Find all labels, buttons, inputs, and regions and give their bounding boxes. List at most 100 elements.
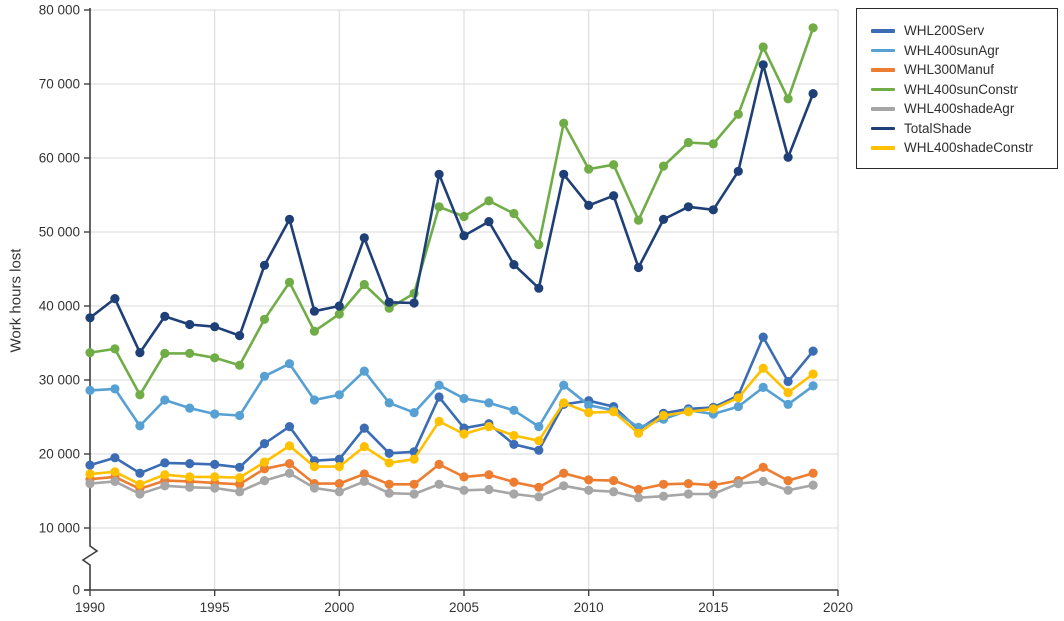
data-point-WHL200Serv [160,458,170,468]
data-point-WHL400sunAgr [584,400,594,410]
data-point-WHL400sunAgr [559,380,569,390]
data-point-WHL400shadeConstr [359,442,369,452]
data-point-WHL400sunConstr [210,353,220,363]
data-point-WHL400shadeAgr [584,485,594,495]
data-point-WHL400shadeAgr [309,483,319,493]
data-point-WHL400sunAgr [733,402,743,412]
data-point-WHL200Serv [259,439,270,449]
data-point-WHL300Manuf [808,468,818,478]
data-point-TotalShade [733,166,743,176]
data-point-TotalShade [85,313,95,323]
data-point-WHL400shadeAgr [135,489,145,499]
legend-item-WHL400sunAgr: WHL400sunAgr [871,41,1047,61]
data-point-WHL400shadeAgr [783,485,793,495]
data-point-WHL400shadeAgr [459,485,469,495]
data-point-WHL400shadeConstr [160,470,170,480]
data-point-WHL200Serv [135,468,145,478]
series-line-WHL400sunConstr [89,27,815,397]
data-point-WHL400sunConstr [783,94,793,104]
data-point-WHL400shadeConstr [434,416,444,426]
data-point-WHL400sunAgr [334,390,344,400]
data-point-WHL400sunConstr [584,164,594,174]
data-point-WHL400shadeConstr [185,472,195,482]
data-point-WHL400sunAgr [185,403,195,413]
legend-line-sample [871,146,895,150]
data-point-WHL400sunConstr [235,360,245,370]
data-point-WHL400shadeConstr [584,408,594,418]
data-point-TotalShade [783,152,793,162]
legend-line-sample [871,29,895,33]
data-point-TotalShade [658,214,669,224]
legend-label: TotalShade [904,120,972,136]
data-point-WHL400sunConstr [110,344,120,354]
legend-item-TotalShade: TotalShade [871,119,1047,139]
data-point-WHL400shadeAgr [110,476,120,486]
data-point-TotalShade [633,262,644,273]
data-point-WHL300Manuf [609,476,619,486]
legend-label: WHL300Manuf [904,62,995,78]
x-tick-label: 2010 [574,600,604,615]
y-tick-label: 30 000 [39,373,80,388]
data-point-TotalShade [584,200,594,210]
data-point-WHL400shadeConstr [534,436,544,446]
data-point-WHL400sunAgr [409,408,419,418]
data-point-WHL400sunConstr [434,202,444,212]
data-point-WHL400sunAgr [110,384,120,394]
data-point-WHL400sunConstr [808,23,818,33]
data-point-WHL400sunConstr [758,42,768,52]
x-tick-label: 2000 [324,600,354,615]
data-point-WHL400sunConstr [683,137,694,148]
legend-label: WHL400sunConstr [904,81,1019,97]
data-point-WHL400shadeAgr [284,468,295,478]
data-point-WHL400shadeAgr [733,479,743,489]
data-point-WHL400shadeAgr [609,487,619,497]
data-point-WHL400sunConstr [459,211,469,222]
data-point-TotalShade [434,169,444,179]
data-point-WHL400sunAgr [160,395,170,405]
data-point-WHL400shadeConstr [384,458,394,468]
data-point-TotalShade [309,306,319,316]
data-point-WHL400shadeAgr [633,493,644,503]
data-point-WHL400shadeConstr [658,410,669,421]
data-point-WHL200Serv [384,448,394,458]
data-point-TotalShade [110,294,120,304]
data-point-TotalShade [708,205,718,215]
data-point-WHL200Serv [210,459,220,469]
x-tick-label: 2020 [823,600,853,615]
data-point-WHL400shadeAgr [85,479,95,489]
data-point-WHL400sunAgr [85,385,95,395]
data-point-WHL400sunConstr [185,348,195,358]
data-point-WHL400shadeAgr [359,476,369,486]
data-point-WHL400shadeConstr [559,398,569,408]
legend: WHL200Serv WHL400sunAgr WHL300Manuf WHL400s… [856,8,1058,169]
data-point-TotalShade [534,283,544,293]
series-line-WHL400sunAgr [89,362,814,429]
data-point-TotalShade [384,297,394,307]
data-point-WHL400shadeConstr [609,407,619,417]
data-point-WHL200Serv [434,392,444,402]
data-point-WHL400shadeConstr [259,457,270,467]
data-point-WHL200Serv [85,460,95,470]
data-point-WHL400sunAgr [284,359,295,369]
legend-line-sample [871,48,895,52]
legend-line-sample [871,126,895,130]
data-point-WHL200Serv [359,423,369,433]
legend-item-WHL400shadeAgr: WHL400shadeAgr [871,99,1047,119]
data-point-WHL400sunAgr [359,366,369,376]
data-point-WHL300Manuf [758,462,768,472]
data-point-WHL400shadeAgr [534,492,544,502]
data-point-WHL400sunConstr [135,390,145,400]
data-point-WHL400sunAgr [459,393,469,404]
data-point-TotalShade [210,322,220,332]
data-point-WHL300Manuf [783,476,793,486]
data-point-TotalShade [559,169,569,179]
data-point-WHL200Serv [185,459,195,469]
data-point-WHL200Serv [783,376,793,387]
data-point-WHL400shadeConstr [783,388,793,398]
x-tick-label: 2015 [698,600,728,615]
data-point-WHL400shadeConstr [683,407,694,417]
data-point-WHL400shadeConstr [509,430,519,441]
data-point-WHL300Manuf [259,464,270,474]
legend-label: WHL400shadeConstr [904,140,1034,156]
